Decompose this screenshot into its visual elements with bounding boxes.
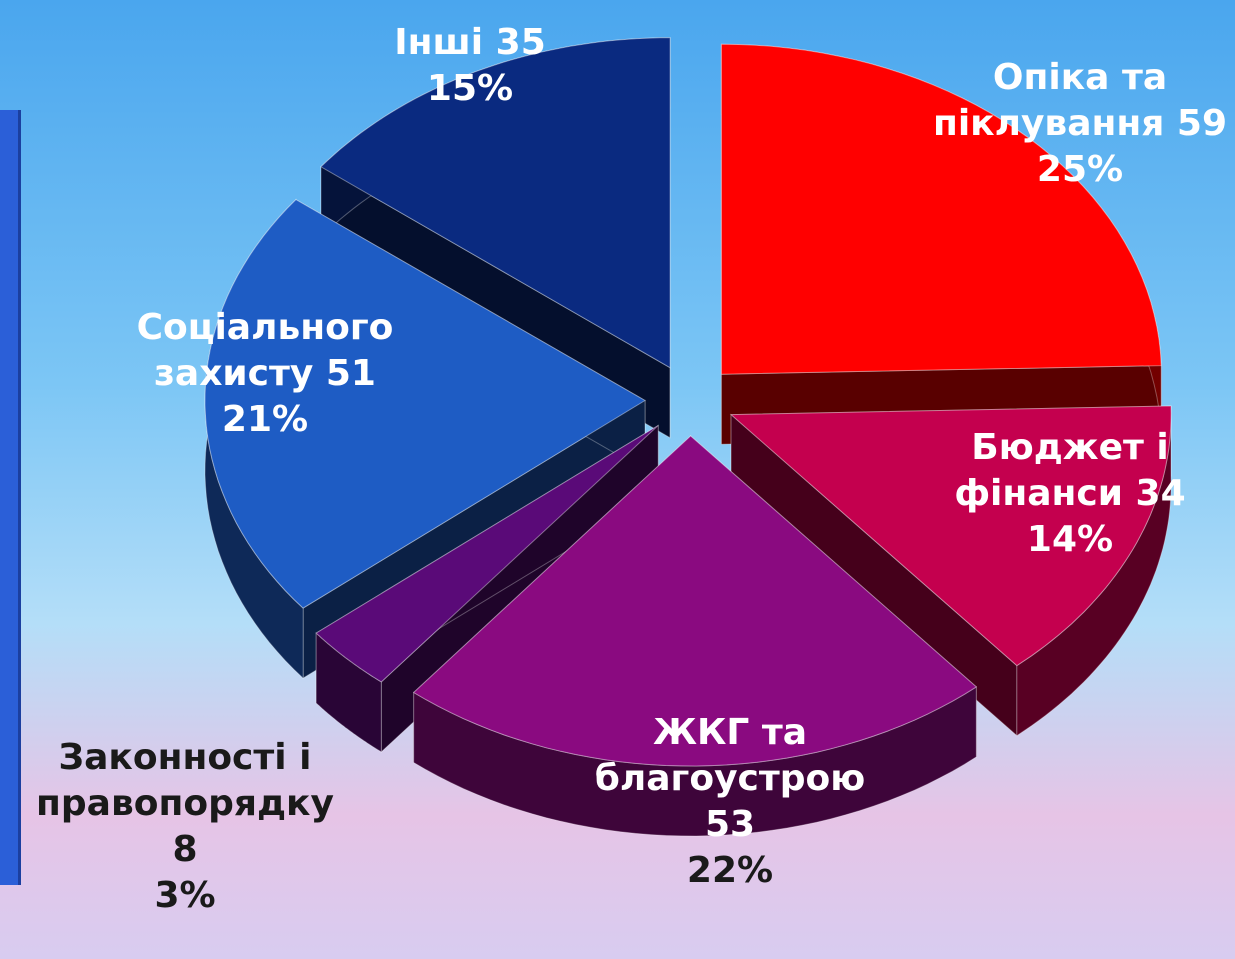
value-label: 59 <box>1176 103 1228 144</box>
slice-label: ЖКГ та благоустрою 53 22% <box>565 710 895 894</box>
percent-label: 25% <box>1036 149 1124 190</box>
value-label: 35 <box>495 22 546 63</box>
slice-side <box>315 631 382 753</box>
category-name: Бюджет і фінанси <box>954 427 1169 514</box>
slice <box>320 37 671 369</box>
category-name: Законності і правопорядку <box>36 737 334 824</box>
slice-label: Законності і правопорядку 8 3% <box>20 735 350 919</box>
slice <box>315 425 659 683</box>
slice <box>204 198 646 609</box>
slice-side <box>1016 405 1172 737</box>
category-name: Опіка та піклування <box>932 57 1168 144</box>
category-name: ЖКГ та благоустрою <box>594 712 866 799</box>
percent-label: 22% <box>686 850 774 891</box>
percent-label: 3% <box>154 875 216 916</box>
slice <box>720 43 1162 375</box>
percent-label: 15% <box>426 68 514 109</box>
percent-label: 14% <box>1026 519 1114 560</box>
slice-label: Соціального захисту 51 21% <box>100 305 430 443</box>
value-label: 51 <box>325 353 376 394</box>
value-label: 8 <box>172 829 198 870</box>
category-name: Інші <box>394 22 484 63</box>
value-label: 34 <box>1135 473 1186 514</box>
slice <box>729 405 1172 667</box>
value-label: 53 <box>704 804 756 845</box>
percent-label: 21% <box>221 399 309 440</box>
slice-label: Опіка та піклування 59 25% <box>915 55 1235 193</box>
category-name: Соціального захисту <box>136 307 394 394</box>
slice <box>412 435 978 767</box>
side-strip <box>0 110 21 885</box>
slice-label: Інші 35 15% <box>305 20 635 112</box>
slice-label: Бюджет і фінанси 34 14% <box>905 425 1235 563</box>
